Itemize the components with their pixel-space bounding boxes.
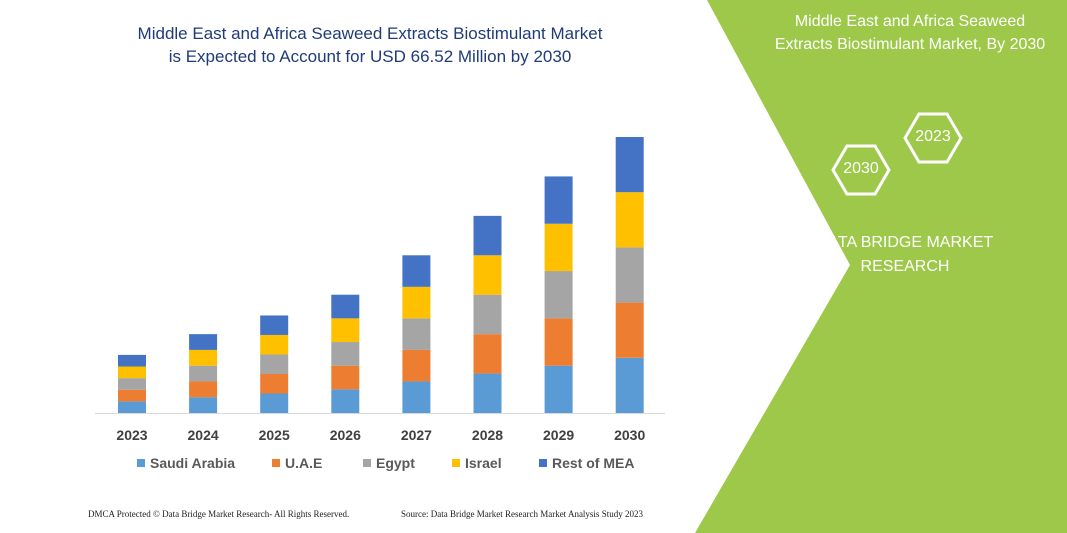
- hexagon-2030: [831, 144, 891, 196]
- footer-copyright: DMCA Protected © Data Bridge Market Rese…: [88, 509, 350, 519]
- bar-segment-egypt-2029: [544, 271, 573, 319]
- brand-line: DATA BRIDGE MARKET: [816, 234, 994, 251]
- bar-segment-israel-2027: [402, 286, 431, 319]
- bar-segment-rest-of-mea-2023: [118, 354, 146, 367]
- legend-swatch: [272, 459, 280, 467]
- panel-title: Middle East and Africa Seaweed Extracts …: [760, 10, 1060, 56]
- stacked-bar-chart: 2023 2024 2025 2026 2027 2028 2029 2030: [95, 137, 665, 443]
- bar-segment-saudi-arabia-2025: [260, 393, 289, 413]
- bar-segment-egypt-2028: [473, 294, 502, 335]
- bar-segment-saudi-arabia-2026: [331, 389, 360, 413]
- legend-item: Israel: [452, 455, 502, 471]
- green-panel: [695, 0, 1067, 533]
- title-line: is Expected to Account for USD 66.52 Mil…: [168, 47, 572, 66]
- bar-segment-u-a-e-2026: [331, 365, 360, 390]
- legend-item: U.A.E: [272, 455, 322, 471]
- bar-segment-egypt-2030: [615, 247, 644, 303]
- legend-swatch: [539, 459, 547, 467]
- x-tick-label: 2026: [330, 427, 361, 443]
- bar-segment-rest-of-mea-2030: [615, 137, 644, 193]
- bar-segment-egypt-2027: [402, 318, 431, 350]
- brand-name: DATA BRIDGE MARKET RESEARCH: [815, 231, 995, 279]
- bar-segment-egypt-2024: [189, 365, 218, 382]
- footer-source: Source: Data Bridge Market Research Mark…: [401, 509, 643, 519]
- bar-segment-u-a-e-2027: [402, 349, 431, 382]
- hex-label-2030: 2030: [843, 160, 879, 177]
- bar-segment-u-a-e-2030: [615, 302, 644, 358]
- hex-label-2023: 2023: [915, 128, 951, 145]
- x-tick-label: 2030: [614, 427, 645, 443]
- legend-label: Saudi Arabia: [150, 455, 236, 471]
- bar-segment-rest-of-mea-2027: [402, 255, 431, 287]
- legend-swatch: [137, 459, 145, 467]
- bar-segment-rest-of-mea-2026: [331, 294, 360, 319]
- bar-segment-israel-2028: [473, 255, 502, 295]
- bar-segment-u-a-e-2029: [544, 318, 573, 366]
- legend-swatch: [363, 459, 371, 467]
- bar-segment-saudi-arabia-2028: [473, 373, 502, 413]
- legend-item: Egypt: [363, 455, 415, 471]
- bar-segment-israel-2030: [615, 192, 644, 248]
- bar-segment-israel-2024: [189, 349, 218, 366]
- bar-segment-u-a-e-2028: [473, 334, 502, 374]
- legend-label: U.A.E: [285, 455, 323, 471]
- bar-segment-saudi-arabia-2029: [544, 365, 573, 413]
- hexagon-2023: [903, 112, 963, 164]
- legend-item: Rest of MEA: [539, 455, 634, 471]
- bar-segment-saudi-arabia-2023: [118, 401, 146, 413]
- x-tick-label: 2023: [116, 427, 147, 443]
- x-tick-label: 2027: [401, 427, 432, 443]
- x-tick-label: 2028: [472, 427, 503, 443]
- panel-title-line: Middle East and Africa Seaweed: [794, 13, 1026, 30]
- x-tick-label: 2025: [259, 427, 290, 443]
- panel-title-line: Extracts Biostimulant Market, By 2030: [774, 36, 1046, 53]
- bar-segment-u-a-e-2023: [118, 389, 146, 402]
- legend-label: Egypt: [376, 455, 415, 471]
- bar-segment-rest-of-mea-2025: [260, 315, 289, 335]
- brand-line: RESEARCH: [860, 258, 950, 275]
- bar-segment-u-a-e-2025: [260, 373, 289, 394]
- x-tick-label: 2024: [188, 427, 219, 443]
- legend-label: Rest of MEA: [552, 455, 635, 471]
- legend-label: Israel: [465, 455, 502, 471]
- chart-title: Middle East and Africa Seaweed Extracts …: [80, 22, 660, 68]
- bar-segment-rest-of-mea-2024: [189, 334, 218, 350]
- bar-segment-egypt-2026: [331, 342, 360, 366]
- bar-segment-israel-2023: [118, 366, 146, 379]
- bar-segment-egypt-2023: [118, 378, 146, 390]
- bar-segment-rest-of-mea-2028: [473, 215, 502, 256]
- legend-swatch: [452, 459, 460, 467]
- bar-segment-saudi-arabia-2030: [615, 357, 644, 413]
- bar-segment-u-a-e-2024: [189, 381, 218, 398]
- bar-segment-israel-2029: [544, 223, 573, 272]
- bar-segment-egypt-2025: [260, 354, 289, 374]
- bar-segment-saudi-arabia-2024: [189, 397, 218, 413]
- title-line: Middle East and Africa Seaweed Extracts …: [137, 24, 603, 43]
- bar-segment-saudi-arabia-2027: [402, 381, 431, 413]
- bar-segment-israel-2025: [260, 334, 289, 355]
- bar-segment-rest-of-mea-2029: [544, 176, 573, 224]
- bar-segment-israel-2026: [331, 318, 360, 343]
- x-tick-label: 2029: [543, 427, 574, 443]
- legend-item: Saudi Arabia: [137, 455, 235, 471]
